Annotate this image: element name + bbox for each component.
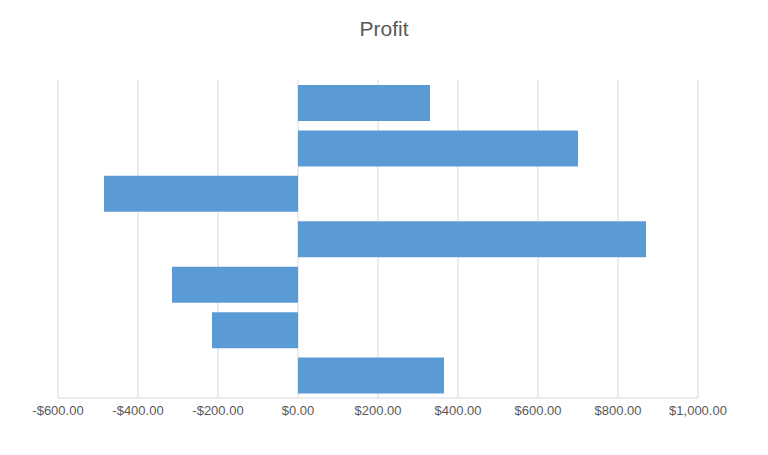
svg-text:-$600.00: -$600.00 (32, 403, 83, 418)
svg-text:-$200.00: -$200.00 (192, 403, 243, 418)
svg-text:$800.00: $800.00 (595, 403, 642, 418)
svg-text:$600.00: $600.00 (515, 403, 562, 418)
svg-text:-$400.00: -$400.00 (112, 403, 163, 418)
svg-text:$200.00: $200.00 (355, 403, 402, 418)
svg-text:$1,000.00: $1,000.00 (669, 403, 727, 418)
svg-text:$0.00: $0.00 (282, 403, 315, 418)
svg-text:$400.00: $400.00 (435, 403, 482, 418)
html-text:Profit: Profit (359, 17, 409, 40)
